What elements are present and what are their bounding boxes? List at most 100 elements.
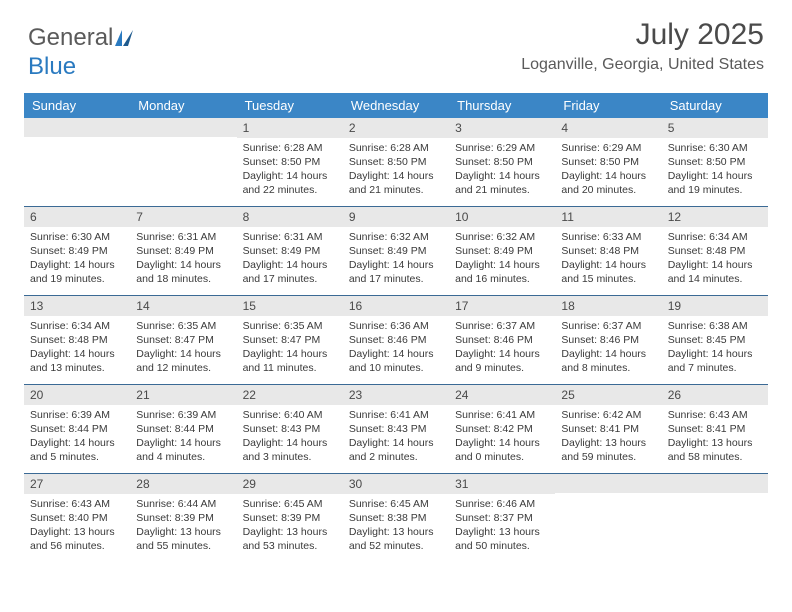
sunrise-text: Sunrise: 6:38 AM (668, 319, 762, 333)
day-number: 20 (24, 385, 130, 405)
daylight-text: and 3 minutes. (243, 450, 337, 464)
sunset-text: Sunset: 8:47 PM (243, 333, 337, 347)
day-number: 21 (130, 385, 236, 405)
daylight-text: Daylight: 14 hours (243, 347, 337, 361)
day-number: 31 (449, 474, 555, 494)
day-header: Saturday (662, 93, 768, 118)
daylight-text: and 59 minutes. (561, 450, 655, 464)
sunrise-text: Sunrise: 6:43 AM (668, 408, 762, 422)
day-header: Sunday (24, 93, 130, 118)
day-cell (555, 474, 661, 562)
day-number (130, 118, 236, 137)
sunrise-text: Sunrise: 6:37 AM (455, 319, 549, 333)
sunrise-text: Sunrise: 6:46 AM (455, 497, 549, 511)
daylight-text: and 16 minutes. (455, 272, 549, 286)
sunrise-text: Sunrise: 6:44 AM (136, 497, 230, 511)
day-cell (130, 118, 236, 206)
day-content: Sunrise: 6:31 AMSunset: 8:49 PMDaylight:… (237, 227, 343, 293)
day-content: Sunrise: 6:43 AMSunset: 8:40 PMDaylight:… (24, 494, 130, 560)
sunset-text: Sunset: 8:46 PM (561, 333, 655, 347)
day-cell: 3Sunrise: 6:29 AMSunset: 8:50 PMDaylight… (449, 118, 555, 206)
day-cell: 8Sunrise: 6:31 AMSunset: 8:49 PMDaylight… (237, 207, 343, 295)
day-cell (24, 118, 130, 206)
day-number (555, 474, 661, 493)
day-cell: 17Sunrise: 6:37 AMSunset: 8:46 PMDayligh… (449, 296, 555, 384)
daylight-text: and 10 minutes. (349, 361, 443, 375)
day-number: 4 (555, 118, 661, 138)
day-header: Tuesday (237, 93, 343, 118)
daylight-text: Daylight: 13 hours (455, 525, 549, 539)
daylight-text: Daylight: 13 hours (136, 525, 230, 539)
day-content: Sunrise: 6:34 AMSunset: 8:48 PMDaylight:… (24, 316, 130, 382)
day-number: 12 (662, 207, 768, 227)
day-headers-row: Sunday Monday Tuesday Wednesday Thursday… (24, 93, 768, 118)
sunrise-text: Sunrise: 6:31 AM (136, 230, 230, 244)
sunset-text: Sunset: 8:48 PM (561, 244, 655, 258)
weeks-container: 1Sunrise: 6:28 AMSunset: 8:50 PMDaylight… (24, 118, 768, 562)
day-number: 11 (555, 207, 661, 227)
daylight-text: and 21 minutes. (349, 183, 443, 197)
sunrise-text: Sunrise: 6:42 AM (561, 408, 655, 422)
daylight-text: and 21 minutes. (455, 183, 549, 197)
sunrise-text: Sunrise: 6:39 AM (136, 408, 230, 422)
daylight-text: and 56 minutes. (30, 539, 124, 553)
day-content: Sunrise: 6:31 AMSunset: 8:49 PMDaylight:… (130, 227, 236, 293)
day-content: Sunrise: 6:36 AMSunset: 8:46 PMDaylight:… (343, 316, 449, 382)
sunset-text: Sunset: 8:49 PM (349, 244, 443, 258)
day-cell: 5Sunrise: 6:30 AMSunset: 8:50 PMDaylight… (662, 118, 768, 206)
day-number: 23 (343, 385, 449, 405)
calendar-week: 1Sunrise: 6:28 AMSunset: 8:50 PMDaylight… (24, 118, 768, 206)
day-cell: 10Sunrise: 6:32 AMSunset: 8:49 PMDayligh… (449, 207, 555, 295)
day-cell: 14Sunrise: 6:35 AMSunset: 8:47 PMDayligh… (130, 296, 236, 384)
daylight-text: and 13 minutes. (30, 361, 124, 375)
calendar: Sunday Monday Tuesday Wednesday Thursday… (24, 93, 768, 562)
day-content: Sunrise: 6:34 AMSunset: 8:48 PMDaylight:… (662, 227, 768, 293)
sunset-text: Sunset: 8:41 PM (668, 422, 762, 436)
day-cell (662, 474, 768, 562)
sunset-text: Sunset: 8:44 PM (136, 422, 230, 436)
daylight-text: and 5 minutes. (30, 450, 124, 464)
sunset-text: Sunset: 8:47 PM (136, 333, 230, 347)
day-cell: 31Sunrise: 6:46 AMSunset: 8:37 PMDayligh… (449, 474, 555, 562)
daylight-text: Daylight: 14 hours (30, 258, 124, 272)
daylight-text: and 17 minutes. (243, 272, 337, 286)
daylight-text: and 19 minutes. (30, 272, 124, 286)
day-number: 9 (343, 207, 449, 227)
day-number: 8 (237, 207, 343, 227)
daylight-text: Daylight: 13 hours (243, 525, 337, 539)
day-content: Sunrise: 6:37 AMSunset: 8:46 PMDaylight:… (449, 316, 555, 382)
daylight-text: Daylight: 14 hours (30, 436, 124, 450)
sunset-text: Sunset: 8:45 PM (668, 333, 762, 347)
sunset-text: Sunset: 8:49 PM (243, 244, 337, 258)
daylight-text: and 2 minutes. (349, 450, 443, 464)
day-cell: 7Sunrise: 6:31 AMSunset: 8:49 PMDaylight… (130, 207, 236, 295)
day-number (24, 118, 130, 137)
daylight-text: and 17 minutes. (349, 272, 443, 286)
sunrise-text: Sunrise: 6:34 AM (668, 230, 762, 244)
daylight-text: and 58 minutes. (668, 450, 762, 464)
day-cell: 18Sunrise: 6:37 AMSunset: 8:46 PMDayligh… (555, 296, 661, 384)
day-header: Friday (555, 93, 661, 118)
sunset-text: Sunset: 8:44 PM (30, 422, 124, 436)
sunset-text: Sunset: 8:46 PM (455, 333, 549, 347)
daylight-text: and 7 minutes. (668, 361, 762, 375)
daylight-text: and 11 minutes. (243, 361, 337, 375)
sunrise-text: Sunrise: 6:45 AM (243, 497, 337, 511)
daylight-text: Daylight: 14 hours (455, 436, 549, 450)
calendar-week: 27Sunrise: 6:43 AMSunset: 8:40 PMDayligh… (24, 473, 768, 562)
day-content: Sunrise: 6:32 AMSunset: 8:49 PMDaylight:… (343, 227, 449, 293)
day-content: Sunrise: 6:44 AMSunset: 8:39 PMDaylight:… (130, 494, 236, 560)
daylight-text: Daylight: 14 hours (243, 258, 337, 272)
daylight-text: and 15 minutes. (561, 272, 655, 286)
sunrise-text: Sunrise: 6:41 AM (349, 408, 443, 422)
header: GeneralBlue July 2025 Loganville, Georgi… (0, 0, 792, 87)
sunset-text: Sunset: 8:49 PM (136, 244, 230, 258)
daylight-text: Daylight: 14 hours (561, 169, 655, 183)
day-cell: 11Sunrise: 6:33 AMSunset: 8:48 PMDayligh… (555, 207, 661, 295)
day-cell: 29Sunrise: 6:45 AMSunset: 8:39 PMDayligh… (237, 474, 343, 562)
day-number: 27 (24, 474, 130, 494)
day-content: Sunrise: 6:33 AMSunset: 8:48 PMDaylight:… (555, 227, 661, 293)
sunset-text: Sunset: 8:39 PM (136, 511, 230, 525)
sunset-text: Sunset: 8:48 PM (30, 333, 124, 347)
day-content: Sunrise: 6:46 AMSunset: 8:37 PMDaylight:… (449, 494, 555, 560)
